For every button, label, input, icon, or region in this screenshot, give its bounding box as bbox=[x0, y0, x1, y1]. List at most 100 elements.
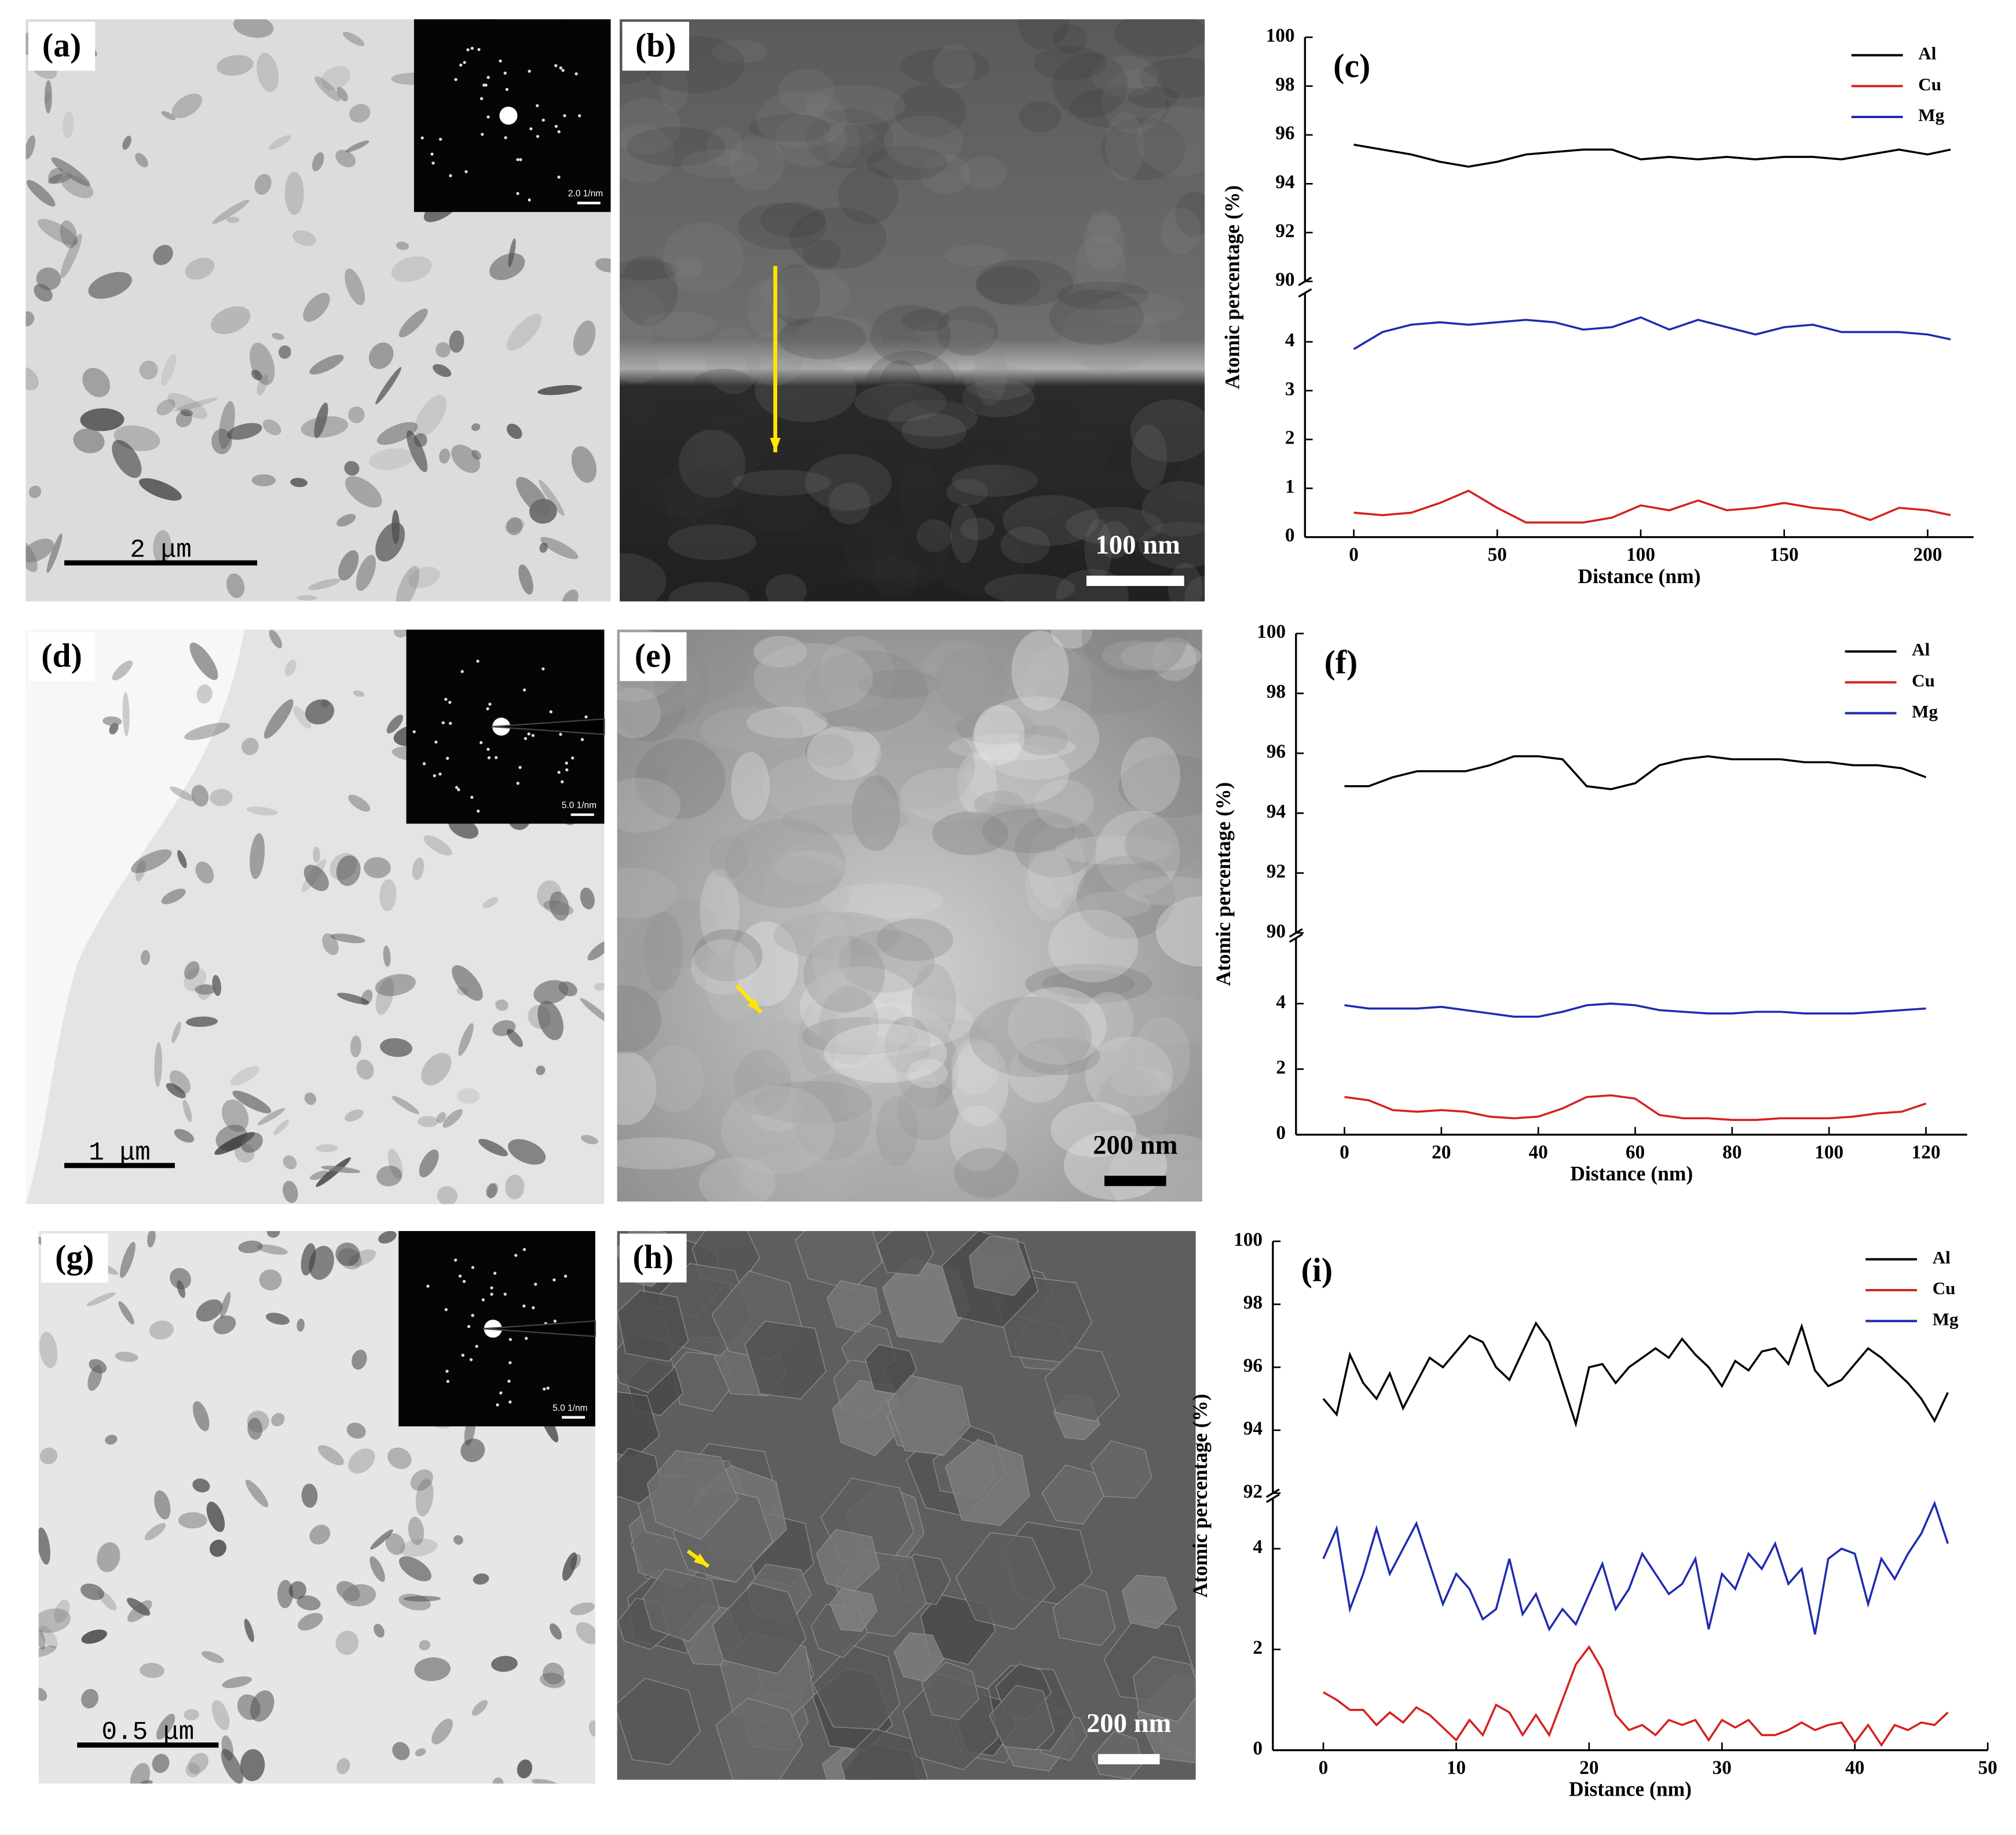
grain-contrast bbox=[192, 1478, 210, 1493]
grain-contrast bbox=[620, 255, 678, 326]
grain-contrast bbox=[60, 220, 78, 248]
grain-contrast bbox=[561, 589, 579, 602]
grain-contrast bbox=[549, 891, 569, 921]
grain-contrast bbox=[843, 519, 905, 578]
grain-contrast bbox=[765, 574, 807, 602]
grain-contrast bbox=[508, 1139, 546, 1165]
grain-contrast bbox=[264, 699, 294, 739]
grain-contrast bbox=[507, 313, 542, 351]
diffraction-spot bbox=[580, 738, 584, 741]
grain-contrast bbox=[105, 1434, 118, 1445]
grain-contrast bbox=[63, 111, 74, 139]
diffraction-spot bbox=[486, 707, 489, 710]
grain-contrast bbox=[471, 449, 481, 460]
grain-contrast bbox=[925, 669, 997, 734]
grain-contrast bbox=[414, 1657, 451, 1682]
axis-break bbox=[1289, 928, 1303, 943]
grain-contrast bbox=[237, 1694, 261, 1720]
grain-contrast bbox=[37, 218, 78, 246]
grain-contrast bbox=[1023, 646, 1093, 735]
panel-label-box bbox=[41, 1233, 108, 1283]
data-line bbox=[1322, 1500, 1949, 1635]
grain-contrast bbox=[876, 1095, 918, 1167]
diffraction-spot bbox=[431, 161, 435, 165]
diffraction-spot bbox=[477, 47, 481, 52]
x-tick-label: 0 bbox=[1319, 1757, 1329, 1778]
grain-contrast bbox=[1008, 1043, 1069, 1103]
grain-contrast bbox=[48, 167, 64, 184]
grain bbox=[617, 1290, 689, 1362]
grain-contrast bbox=[624, 384, 656, 428]
grain-contrast bbox=[1161, 207, 1201, 254]
grain-contrast bbox=[1087, 210, 1120, 243]
y-tick-label: 1 bbox=[1285, 476, 1295, 497]
grain-contrast bbox=[821, 1122, 883, 1162]
grain-contrast bbox=[449, 330, 464, 353]
grain-contrast bbox=[734, 921, 799, 1006]
grain-contrast bbox=[437, 1186, 458, 1204]
grain-contrast bbox=[982, 808, 1076, 854]
grain-contrast bbox=[317, 1445, 344, 1466]
grain-contrast bbox=[969, 997, 1092, 1078]
grain-contrast bbox=[1102, 69, 1166, 134]
grain-contrast bbox=[251, 369, 262, 380]
grain-contrast bbox=[947, 734, 1076, 761]
grain-contrast bbox=[984, 574, 1075, 602]
diffraction-spot bbox=[516, 192, 519, 195]
grain-contrast bbox=[643, 899, 720, 969]
grain-contrast bbox=[350, 1035, 361, 1058]
grain-contrast bbox=[1105, 111, 1144, 181]
grain-contrast bbox=[308, 578, 341, 591]
grain-contrast bbox=[211, 306, 251, 334]
grain-contrast bbox=[1114, 19, 1205, 57]
grain-contrast bbox=[38, 1608, 71, 1633]
diffraction-spot bbox=[559, 66, 562, 69]
diffraction-spot bbox=[516, 782, 519, 785]
grain-contrast bbox=[620, 259, 679, 280]
panel-label-box bbox=[28, 21, 96, 71]
grain-contrast bbox=[617, 778, 681, 833]
grain-contrast bbox=[1055, 836, 1173, 865]
grain-contrast bbox=[778, 68, 835, 115]
diffraction-spot bbox=[543, 1387, 546, 1391]
grain-contrast bbox=[902, 309, 950, 332]
diffraction-spot bbox=[430, 152, 434, 156]
diffraction-spot bbox=[505, 87, 508, 91]
beam-stop bbox=[491, 718, 605, 735]
grain-contrast bbox=[431, 1719, 453, 1745]
grain-contrast bbox=[974, 790, 1026, 819]
grain-contrast bbox=[679, 429, 745, 498]
grain-contrast bbox=[952, 464, 1038, 497]
grain-contrast bbox=[144, 1523, 166, 1541]
grain-contrast bbox=[506, 517, 523, 536]
diffraction-spot bbox=[493, 1272, 497, 1275]
grain-contrast bbox=[504, 518, 525, 533]
diffraction-spot bbox=[549, 710, 553, 713]
grain-contrast bbox=[182, 1100, 192, 1122]
grain-contrast bbox=[920, 154, 971, 195]
grain-contrast bbox=[617, 687, 661, 739]
grain-contrast bbox=[539, 543, 548, 553]
grain-contrast bbox=[161, 111, 176, 120]
grain-contrast bbox=[1059, 470, 1148, 510]
grain-contrast bbox=[900, 768, 1001, 823]
diffraction-spot bbox=[486, 115, 490, 119]
grain-contrast bbox=[212, 199, 250, 224]
grain-contrast bbox=[671, 257, 704, 278]
grain-contrast bbox=[656, 1159, 740, 1202]
diffraction-spot bbox=[522, 1304, 526, 1308]
grain-contrast bbox=[868, 1006, 909, 1050]
grain-contrast bbox=[250, 1690, 275, 1722]
grain-contrast bbox=[950, 504, 979, 563]
grain-contrast bbox=[833, 1003, 948, 1055]
grain-contrast bbox=[177, 850, 187, 869]
diffraction-spot bbox=[564, 1274, 568, 1278]
grain-contrast bbox=[580, 1135, 598, 1145]
grain-contrast bbox=[344, 461, 360, 476]
grain-contrast bbox=[338, 550, 359, 581]
grain-contrast bbox=[989, 497, 1067, 519]
legend-label: Cu bbox=[1918, 74, 1941, 94]
grain-contrast bbox=[188, 1753, 209, 1774]
diffraction-spot bbox=[470, 46, 474, 50]
grain-contrast bbox=[756, 91, 847, 149]
